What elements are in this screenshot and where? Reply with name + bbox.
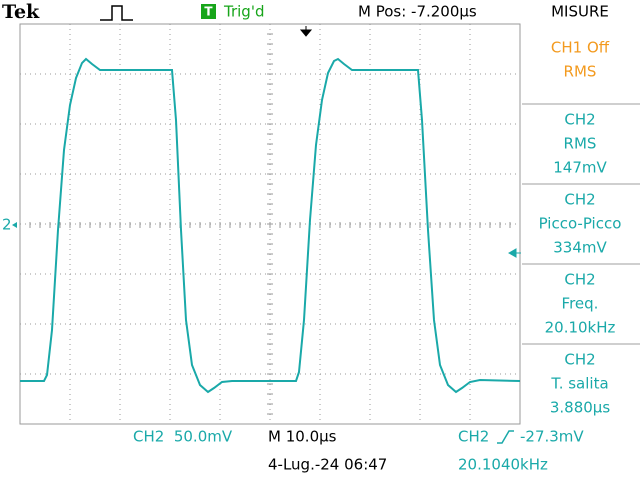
trigger-channel: CH2: [458, 428, 489, 446]
channel-scale: CH2 50.0mV: [133, 428, 233, 446]
trigger-badge-box: [201, 4, 216, 19]
measures-title: MISURE: [551, 3, 609, 21]
trigger-position-marker: [299, 26, 313, 37]
date: 4-Lug.-24 06:47: [268, 456, 387, 474]
measure-text: CH2: [564, 111, 595, 129]
trigger-slope: [497, 430, 514, 444]
measure-text: Picco-Picco: [539, 215, 622, 233]
trigger-frequency: 20.1040kHz: [458, 456, 548, 474]
trigger-level-marker: [507, 248, 521, 258]
measure-text: CH2: [564, 191, 595, 209]
trigger-level: -27.3mV: [520, 428, 584, 446]
graticule: [19, 23, 521, 425]
channel-arrow: [12, 222, 17, 228]
brand: Tek: [2, 1, 40, 23]
measure-text: 20.10kHz: [545, 319, 616, 337]
waveform: [20, 57, 521, 394]
trigger-icon: [100, 5, 133, 21]
measures-panel: CH1 Off RMS CH2 RMS 147mV CH2 Picco-Picco 334mV…: [522, 39, 640, 417]
measure-text: RMS: [564, 135, 597, 153]
time-scale: M 10.0µs: [268, 428, 337, 446]
measure-text: CH2: [564, 271, 595, 289]
trigger-status: Trig'd: [223, 3, 264, 21]
channel-marker: 2: [2, 216, 12, 234]
measure-text: RMS: [564, 63, 597, 81]
measure-text: 3.880µs: [550, 399, 610, 417]
measure-text: T. salita: [550, 375, 608, 393]
measure-text: CH2: [564, 351, 595, 369]
measure-text: Freq.: [562, 295, 599, 313]
position: M Pos: -7.200µs: [358, 3, 477, 21]
trigger-badge: T: [204, 5, 213, 19]
measure-text: 147mV: [553, 159, 607, 177]
measure-text: CH1 Off: [551, 39, 610, 57]
measure-text: 334mV: [553, 239, 607, 257]
